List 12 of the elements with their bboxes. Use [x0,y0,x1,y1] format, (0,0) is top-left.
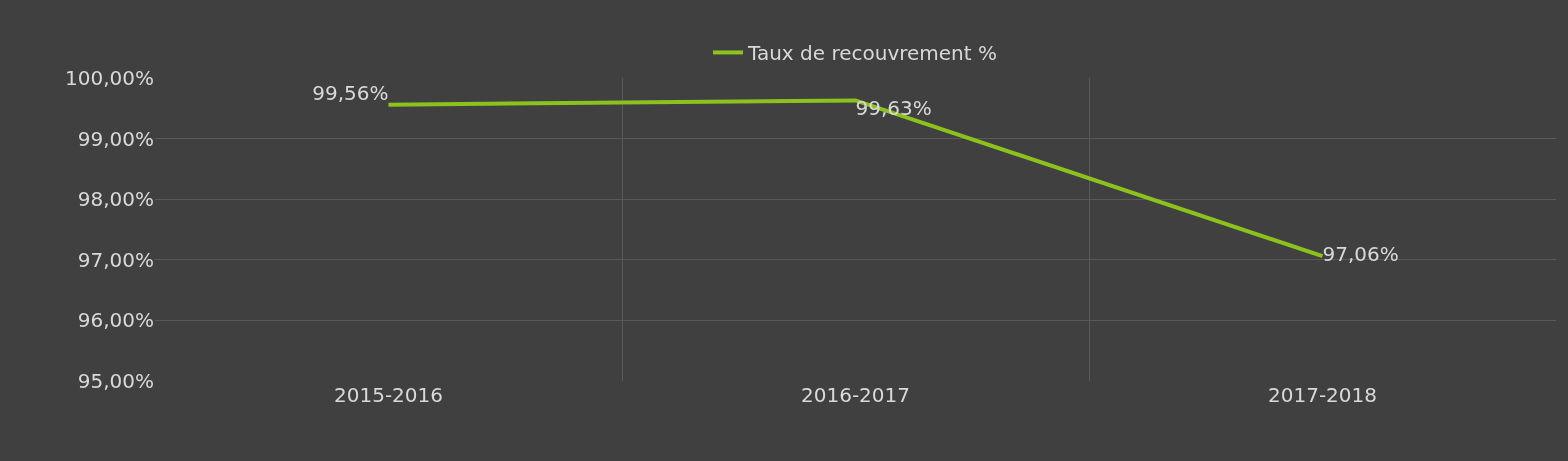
y-tick-label: 99,00% [77,126,154,151]
legend-label: Taux de recouvrement % [747,41,997,66]
x-tick-label: 2017-2018 [1267,383,1378,407]
y-tick-label: 95,00% [77,369,154,393]
x-tick-label: 2015-2016 [333,383,444,407]
y-tick-label: 96,00% [77,308,154,333]
data-label: 99,56% [312,80,389,105]
y-tick-label: 98,00% [77,187,154,212]
y-tick-label: 100,00% [65,66,154,90]
x-tick-label: 2016-2017 [800,383,911,407]
y-tick-label: 97,00% [77,247,154,272]
data-label: 97,06% [1322,242,1399,267]
